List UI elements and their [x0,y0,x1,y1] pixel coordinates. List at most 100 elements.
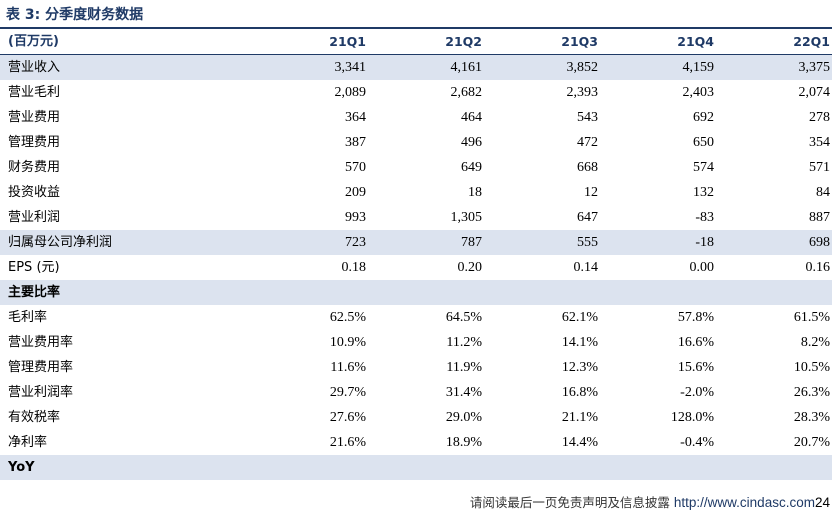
cell-value: 2,393 [566,85,599,100]
cell-value: 278 [809,110,830,125]
cell-value: 543 [577,110,598,125]
page-number: 24 [814,495,830,510]
section-label: YoY [0,455,252,480]
cell-value: 31.4% [445,385,482,400]
cell-value: 209 [345,185,366,200]
table-row: 营业费用 364 464 543 692 278 [0,105,832,130]
website-link[interactable]: http://www.cindasc.com [673,495,815,510]
table-row: 营业毛利 2,089 2,682 2,393 2,403 2,074 [0,80,832,105]
row-label: 投资收益 [8,185,61,200]
cell-value: -0.4% [680,435,714,450]
cell-value: 16.6% [677,335,714,350]
cell-value: 0.14 [573,260,599,275]
cell-value: 354 [809,135,830,150]
cell-value: 21.1% [561,410,598,425]
cell-value: 18 [468,185,482,200]
cell-value: 650 [693,135,714,150]
cell-value: 555 [484,230,600,255]
cell-value: 0.16 [805,260,831,275]
cell-value: 15.6% [677,360,714,375]
cell-value: -83 [695,210,714,225]
table-row: 净利率 21.6% 18.9% 14.4% -0.4% 20.7% [0,430,832,455]
row-label: 营业收入 [0,54,252,80]
section-row-ratios: 主要比率 [0,280,832,305]
cell-value: 570 [345,160,366,175]
cell-value: 29.7% [329,385,366,400]
cell-value: 128.0% [670,410,714,425]
row-label: 营业费用率 [8,335,74,350]
cell-value: 28.3% [793,410,830,425]
cell-value: 3,341 [252,54,368,80]
cell-value: 2,089 [334,85,367,100]
cell-value: 698 [716,230,832,255]
cell-value: 4,159 [600,54,716,80]
cell-value: 3,852 [484,54,600,80]
column-header: 21Q4 [600,29,716,55]
table-row: 营业费用率 10.9% 11.2% 14.1% 16.6% 8.2% [0,330,832,355]
cell-value: 496 [461,135,482,150]
cell-value: -2.0% [680,385,714,400]
cell-value: 62.1% [561,310,598,325]
cell-value: 887 [809,210,830,225]
row-label: 营业利润 [8,210,61,225]
cell-value: 27.6% [329,410,366,425]
table-row: 营业利润率 29.7% 31.4% 16.8% -2.0% 26.3% [0,380,832,405]
financial-table: (百万元) 21Q1 21Q2 21Q3 21Q4 22Q1 营业收入 3,341… [0,29,832,480]
cell-value: 649 [461,160,482,175]
cell-value: 14.4% [561,435,598,450]
cell-value: 26.3% [793,385,830,400]
cell-value: 3,375 [716,54,832,80]
cell-value: 4,161 [368,54,484,80]
row-label: 净利率 [8,435,48,450]
table-row: 有效税率 27.6% 29.0% 21.1% 128.0% 28.3% [0,405,832,430]
row-label: 毛利率 [8,310,48,325]
table-row: 营业利润 993 1,305 647 -83 887 [0,205,832,230]
cell-value: 8.2% [800,335,830,350]
cell-value: 787 [368,230,484,255]
cell-value: 12 [584,185,598,200]
cell-value: 668 [577,160,598,175]
table-row: 投资收益 209 18 12 132 84 [0,180,832,205]
cell-value: 12.3% [561,360,598,375]
cell-value: 993 [345,210,366,225]
cell-value: 20.7% [793,435,830,450]
table-row: EPS (元) 0.18 0.20 0.14 0.00 0.16 [0,255,832,280]
cell-value: 29.0% [445,410,482,425]
cell-value: 571 [809,160,830,175]
cell-value: 2,403 [682,85,715,100]
table-row: 财务费用 570 649 668 574 571 [0,155,832,180]
page-footer: 请阅读最后一页免责声明及信息披露 http://www.cindasc.com2… [470,494,830,511]
cell-value: 11.2% [446,335,482,350]
header-row: (百万元) 21Q1 21Q2 21Q3 21Q4 22Q1 [0,29,832,55]
row-label: 营业利润率 [8,385,74,400]
cell-value: 11.9% [446,360,482,375]
table-row: 毛利率 62.5% 64.5% 62.1% 57.8% 61.5% [0,305,832,330]
cell-value: 472 [577,135,598,150]
cell-value: 464 [461,110,482,125]
row-label: 有效税率 [8,410,61,425]
table-row: 营业收入 3,341 4,161 3,852 4,159 3,375 [0,54,832,80]
cell-value: 574 [693,160,714,175]
table-row: 归属母公司净利润 723 787 555 -18 698 [0,230,832,255]
cell-value: 364 [345,110,366,125]
cell-value: 723 [252,230,368,255]
cell-value: 387 [345,135,366,150]
unit-label: (百万元) [0,29,252,55]
column-header: 21Q2 [368,29,484,55]
row-label: 归属母公司净利润 [0,230,252,255]
title-rule [0,27,832,29]
cell-value: 16.8% [561,385,598,400]
cell-value: 2,682 [450,85,483,100]
cell-value: 10.5% [793,360,830,375]
cell-value: 14.1% [561,335,598,350]
column-header: 21Q1 [252,29,368,55]
cell-value: 84 [816,185,830,200]
cell-value: 0.00 [689,260,715,275]
column-header: 22Q1 [716,29,832,55]
cell-value: 21.6% [329,435,366,450]
cell-value: 0.18 [341,260,367,275]
cell-value: -18 [600,230,716,255]
table-title: 表 3: 分季度财务数据 [6,7,144,23]
cell-value: 2,074 [798,85,831,100]
cell-value: 692 [693,110,714,125]
